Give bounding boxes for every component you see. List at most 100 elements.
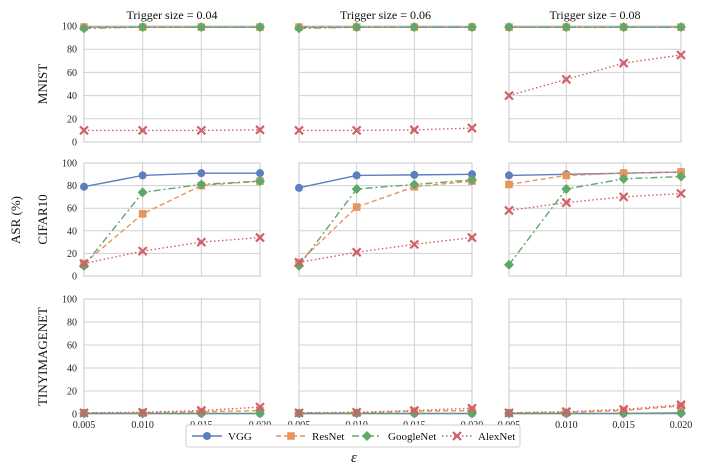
- data-point-alexnet-3-stroke-b: [255, 125, 265, 135]
- panel-2-0-series: [79, 402, 265, 419]
- panel-2-2-series: [504, 400, 686, 419]
- y-tick-label-100: 100: [62, 159, 77, 170]
- data-point-alexnet-0: [504, 205, 514, 216]
- series-line-resnet: [83, 180, 261, 265]
- data-point-alexnet-3: [467, 232, 477, 243]
- series-line-resnet: [299, 409, 473, 414]
- panel-frame: [83, 298, 261, 415]
- data-point-alexnet-0-stroke-b: [294, 257, 304, 268]
- data-point-alexnet-3: [255, 232, 265, 243]
- legend-label-googlenet: GoogleNet: [388, 431, 436, 443]
- data-point-alexnet-1-stroke-b: [561, 197, 572, 208]
- series-line-googlenet: [508, 175, 682, 266]
- data-point-alexnet-1-stroke-b: [351, 247, 362, 258]
- data-point-alexnet-3-stroke-b: [676, 188, 686, 199]
- series-line-alexnet: [508, 192, 682, 212]
- data-point-googlenet-0: [79, 260, 89, 271]
- series-line-alexnet: [83, 236, 261, 265]
- row-label-2: TINYIMAGENET: [35, 307, 50, 406]
- panel-frame: [508, 298, 682, 415]
- data-point-alexnet-1: [137, 125, 148, 136]
- y-tick-label-80: 80: [67, 45, 77, 56]
- data-point-alexnet-1-stroke-b: [561, 406, 572, 417]
- data-point-vgg-0: [80, 182, 88, 191]
- panel-1-1-series: [294, 170, 477, 271]
- data-point-alexnet-0-stroke-b: [504, 205, 514, 216]
- legend-marker-alexnet-stroke-b: [452, 431, 462, 441]
- data-point-alexnet-2-stroke-b: [618, 404, 629, 415]
- y-axis-label: ASR (%): [8, 196, 23, 244]
- series-line-googlenet: [83, 26, 260, 30]
- series-line-googlenet: [298, 179, 473, 267]
- data-point-googlenet-0: [79, 23, 89, 34]
- data-point-vgg-2: [197, 169, 206, 178]
- data-point-resnet-1: [562, 171, 571, 180]
- data-point-resnet-2: [619, 169, 628, 177]
- series-line-resnet: [84, 409, 261, 414]
- data-point-alexnet-3: [255, 402, 265, 412]
- data-point-googlenet-1: [351, 22, 362, 33]
- data-point-alexnet-1: [561, 406, 572, 417]
- data-point-googlenet-1: [561, 408, 572, 419]
- data-point-googlenet-3: [467, 174, 477, 185]
- data-point-alexnet-3-stroke-b: [676, 400, 686, 410]
- series-line-googlenet: [83, 180, 261, 267]
- data-point-alexnet-3-stroke-b: [467, 123, 477, 133]
- legend-label-alexnet: AlexNet: [478, 431, 515, 443]
- data-point-alexnet-1: [561, 74, 572, 85]
- data-point-alexnet-0: [79, 258, 89, 269]
- data-point-googlenet-1: [137, 187, 148, 198]
- data-point-googlenet-0: [504, 259, 514, 270]
- y-tick-label-60: 60: [67, 204, 77, 215]
- data-point-alexnet-3-stroke-b: [467, 403, 477, 414]
- data-point-alexnet-0: [294, 125, 304, 136]
- data-point-alexnet-3: [467, 403, 477, 414]
- data-point-alexnet-2: [196, 237, 207, 247]
- x-tick-label-1: 0.010: [555, 420, 578, 431]
- legend-label-resnet: ResNet: [312, 431, 344, 443]
- data-point-alexnet-3: [676, 400, 686, 410]
- y-tick-label-80: 80: [67, 181, 77, 192]
- series-line-vgg: [298, 173, 473, 189]
- data-point-googlenet-3: [467, 22, 477, 33]
- data-point-vgg-1: [352, 171, 361, 180]
- data-point-alexnet-0: [504, 90, 514, 101]
- legend-marker-alexnet: [452, 431, 462, 441]
- column-title-0: Trigger size = 0.04: [127, 8, 218, 22]
- data-point-alexnet-2: [409, 405, 420, 416]
- column-title-1: Trigger size = 0.06: [340, 8, 431, 22]
- series-line-googlenet: [298, 26, 472, 30]
- data-point-alexnet-1: [351, 125, 362, 136]
- data-point-alexnet-3-stroke-b: [467, 232, 477, 243]
- data-point-alexnet-1-stroke-b: [351, 125, 362, 136]
- data-point-alexnet-2-stroke-b: [196, 125, 207, 136]
- data-point-alexnet-0-stroke-b: [294, 125, 304, 136]
- data-point-alexnet-1: [137, 246, 148, 256]
- y-tick-label-40: 40: [67, 226, 77, 237]
- data-point-vgg-0: [505, 171, 513, 180]
- panel-0-1-series: [294, 22, 477, 136]
- y-tick-label-0: 0: [72, 410, 77, 421]
- legend: VGG ResNet GoogleNet AlexNet: [185, 424, 521, 448]
- y-tick-label-40: 40: [67, 91, 77, 102]
- panel-1-0-series: [79, 169, 265, 271]
- series-line-alexnet: [84, 129, 261, 132]
- data-point-googlenet-1: [561, 183, 572, 194]
- panel-frame: [83, 25, 261, 143]
- data-point-resnet-0: [505, 180, 513, 189]
- data-point-googlenet-2: [196, 179, 207, 190]
- panel-1-2-series: [504, 168, 686, 270]
- data-point-alexnet-1: [137, 407, 148, 418]
- data-point-alexnet-0-stroke-b: [504, 408, 514, 418]
- data-point-googlenet-1: [351, 183, 362, 194]
- data-point-googlenet-0: [504, 22, 514, 33]
- row-label-0: MNIST: [35, 64, 50, 105]
- y-tick-label-60: 60: [67, 341, 77, 352]
- data-point-alexnet-0: [294, 408, 304, 418]
- panel-frame: [508, 162, 682, 277]
- data-point-googlenet-1: [137, 22, 148, 33]
- data-point-alexnet-3: [255, 125, 265, 135]
- y-tick-label-100: 100: [62, 295, 77, 306]
- y-tick-label-20: 20: [67, 387, 77, 398]
- data-point-vgg-2: [410, 170, 419, 179]
